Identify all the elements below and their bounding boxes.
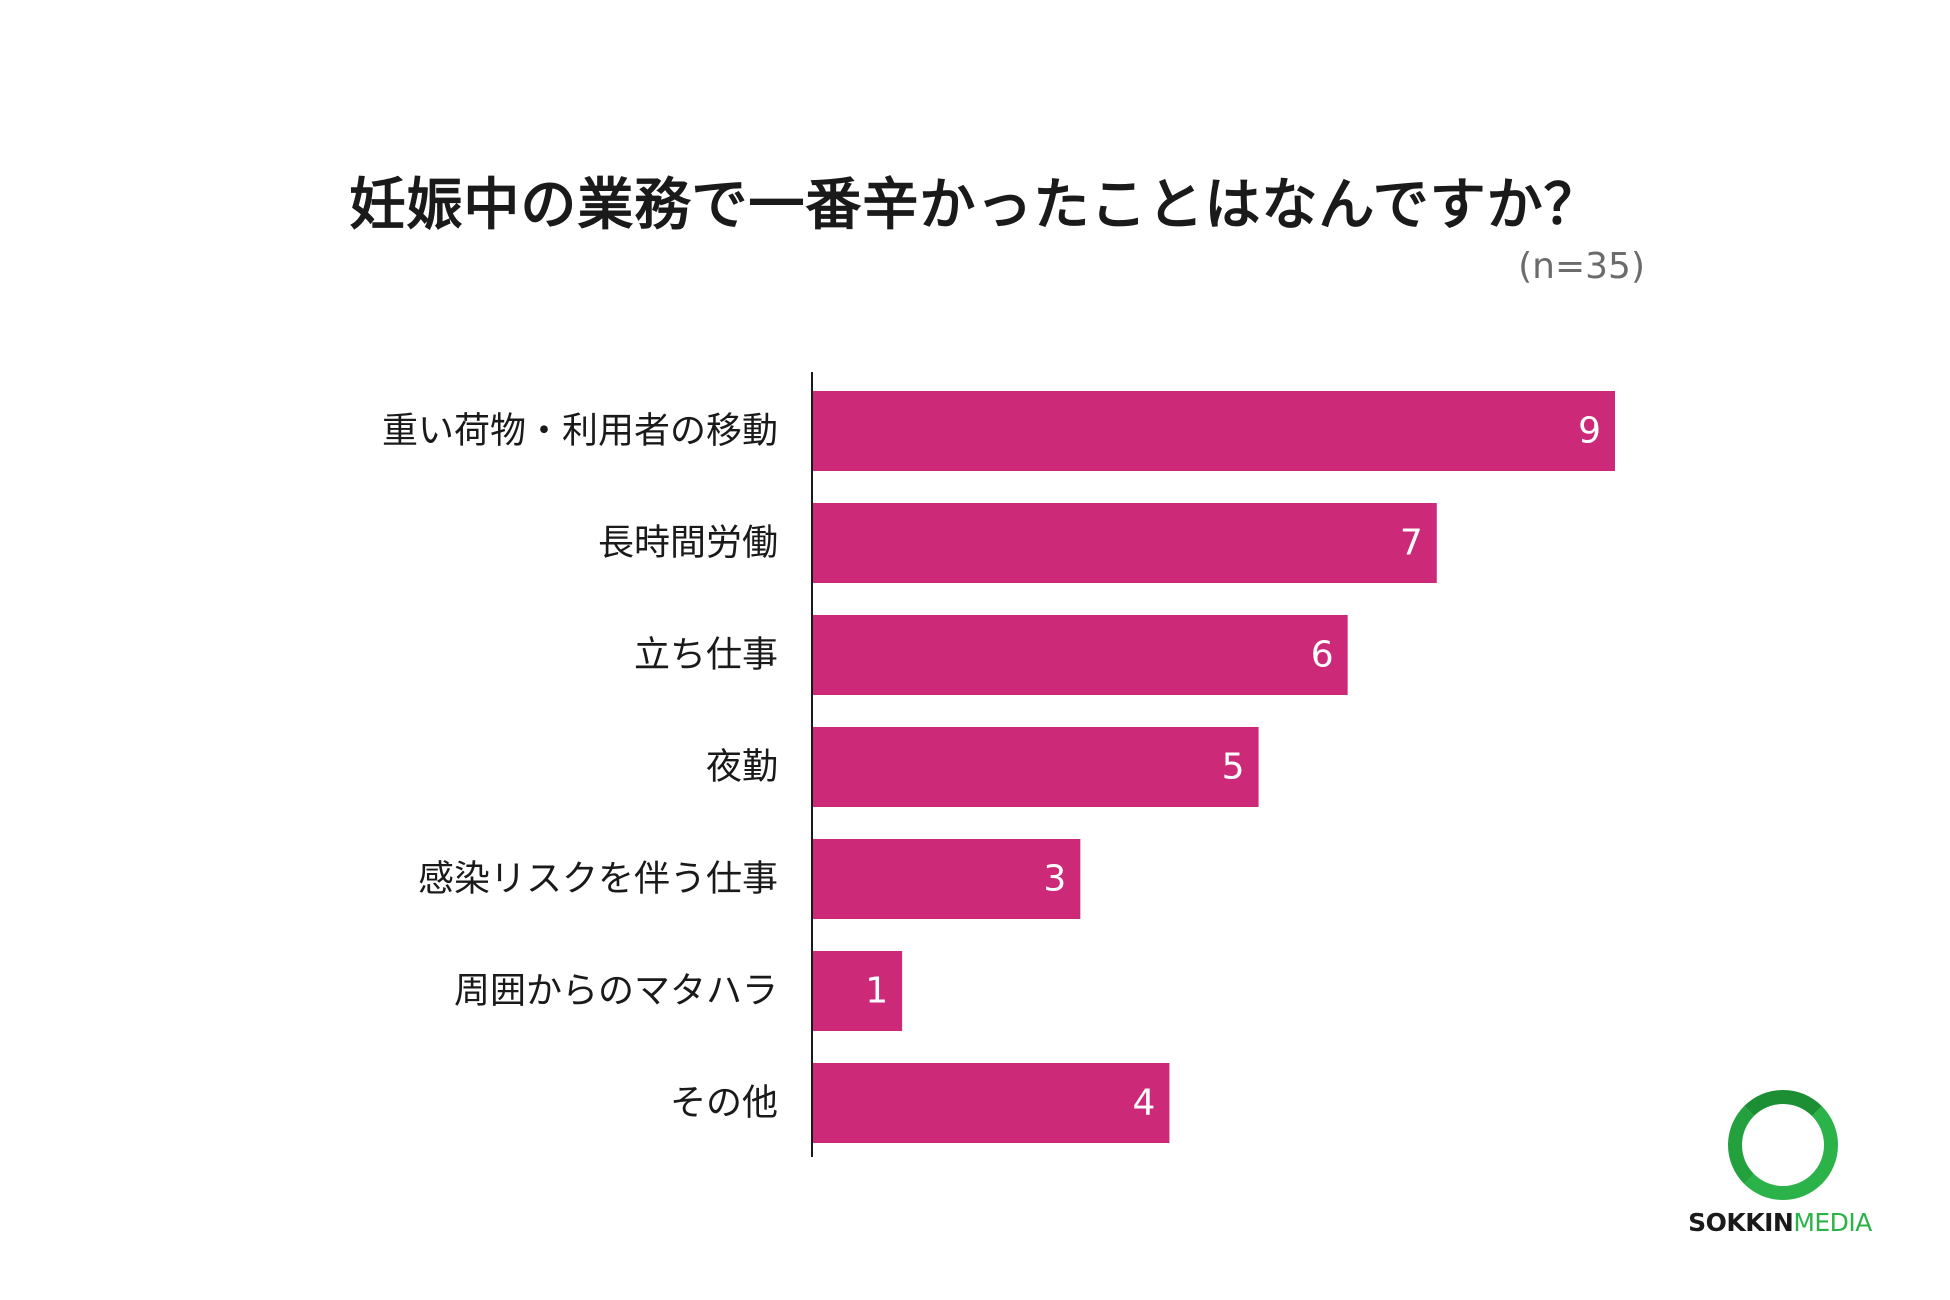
bar-4 [813,727,1259,807]
category-label-6: 周囲からのマタハラ [454,971,778,1012]
bars-layer: 重い荷物・利用者の移動 9 長時間労働 7 立ち仕事 6 夜勤 5 感染リスクを伴う仕事 3 周囲か… [382,391,1615,1143]
bar-5 [813,839,1081,919]
bar-7 [813,1063,1170,1143]
value-label-2: 7 [1400,523,1423,564]
bar-6 [813,951,903,1031]
bar-1 [813,391,1615,471]
value-label-7: 4 [1133,1083,1156,1124]
chart-title: 妊娠中の業務で一番辛かったことはなんですか？ [349,173,1601,238]
value-label-5: 3 [1043,859,1066,900]
value-label-4: 5 [1222,747,1245,788]
sokkin-media-logo: SOKKINMEDIA [1670,1090,1890,1240]
category-label-5: 感染リスクを伴う仕事 [418,859,778,900]
category-label-2: 長時間労働 [598,523,778,564]
value-label-6: 1 [865,971,888,1012]
category-label-3: 立ち仕事 [634,635,778,676]
logo-ring-icon [1728,1090,1838,1200]
value-label-3: 6 [1311,635,1334,676]
logo-text: SOKKINMEDIA [1670,1208,1890,1237]
logo-text-part1: SOKKIN [1688,1208,1794,1237]
bar-2 [813,503,1437,583]
category-label-4: 夜勤 [706,747,778,788]
logo-text-part2: MEDIA [1793,1208,1872,1237]
category-label-1: 重い荷物・利用者の移動 [382,411,778,452]
sample-size-label: (n=35) [1518,246,1645,287]
bar-3 [813,615,1348,695]
category-label-7: その他 [670,1083,778,1124]
value-label-1: 9 [1578,411,1601,452]
